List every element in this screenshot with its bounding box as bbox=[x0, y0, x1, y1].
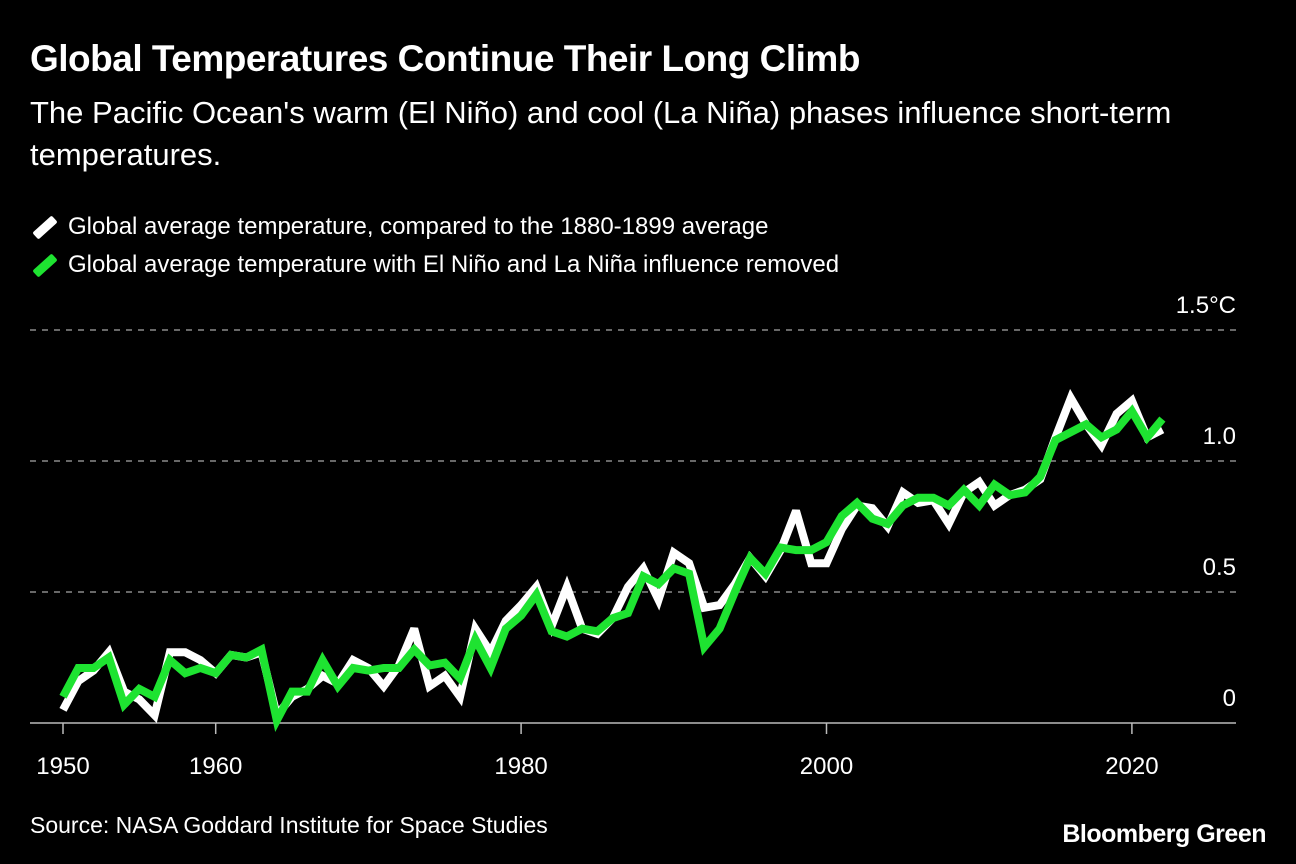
gridlines bbox=[30, 329, 1236, 593]
x-tick-label: 1980 bbox=[494, 753, 547, 780]
y-tick-label: 1.5°C bbox=[1176, 292, 1236, 319]
chart-title: Global Temperatures Continue Their Long … bbox=[30, 38, 860, 79]
legend-item-global-average: Global average temperature, compared to … bbox=[30, 208, 839, 246]
x-tick-label: 1950 bbox=[36, 753, 89, 780]
y-tick-label: 0 bbox=[1223, 685, 1236, 712]
legend: Global average temperature, compared to … bbox=[30, 208, 839, 284]
series-line-global-average bbox=[59, 388, 1165, 724]
x-axis-labels: 1950 1960 1980 2000 2020 bbox=[36, 723, 1159, 780]
x-tick-label: 2000 bbox=[800, 753, 853, 780]
x-tick-label: 1960 bbox=[189, 753, 242, 780]
brand-logo: Bloomberg Green bbox=[1062, 820, 1266, 848]
legend-item-enso-removed: Global average temperature with El Niño … bbox=[30, 246, 839, 284]
series-lines bbox=[59, 388, 1166, 732]
legend-label-global-average: Global average temperature, compared to … bbox=[68, 213, 769, 240]
y-axis-labels: 0 0.5 1.0 1.5°C bbox=[1176, 292, 1236, 712]
source-note: Source: NASA Goddard Institute for Space… bbox=[30, 812, 548, 838]
x-tick-label: 2020 bbox=[1105, 753, 1158, 780]
series-line-enso-removed bbox=[59, 404, 1166, 732]
legend-label-enso-removed: Global average temperature with El Niño … bbox=[68, 251, 840, 278]
y-tick-label: 0.5 bbox=[1203, 554, 1236, 581]
chart-subtitle: The Pacific Ocean's warm (El Niño) and c… bbox=[30, 95, 1172, 172]
y-tick-label: 1.0 bbox=[1203, 423, 1236, 450]
